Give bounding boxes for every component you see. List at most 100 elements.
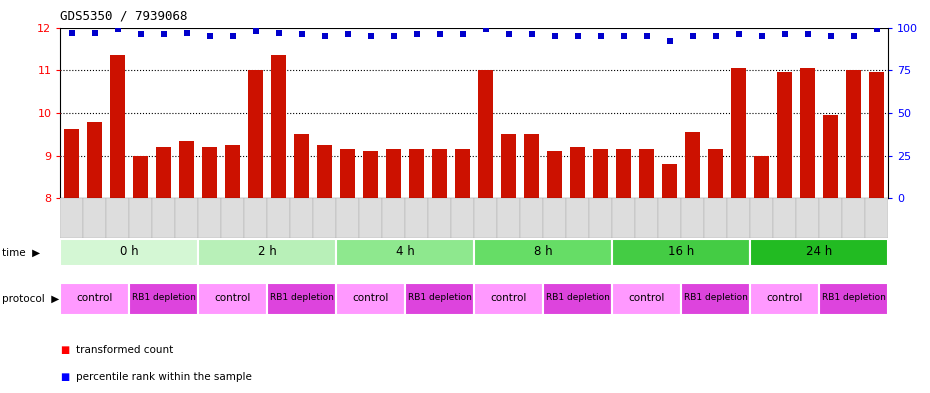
Bar xyxy=(111,55,126,198)
Point xyxy=(317,33,332,39)
Text: time  ▶: time ▶ xyxy=(2,248,40,258)
Point xyxy=(179,29,194,36)
Bar xyxy=(60,239,198,266)
Point xyxy=(64,29,79,36)
Bar xyxy=(685,132,700,198)
Text: transformed count: transformed count xyxy=(76,345,174,355)
Bar xyxy=(225,145,240,198)
Bar xyxy=(451,198,474,238)
Bar xyxy=(432,149,447,198)
Point xyxy=(203,33,218,39)
Point xyxy=(662,38,677,44)
Bar xyxy=(179,141,194,198)
Bar xyxy=(359,198,382,238)
Bar xyxy=(474,198,498,238)
Bar xyxy=(498,198,520,238)
Text: RB1 depletion: RB1 depletion xyxy=(684,294,748,303)
Bar xyxy=(474,239,612,266)
Bar xyxy=(133,156,149,198)
Bar xyxy=(617,149,631,198)
Bar xyxy=(382,198,405,238)
Bar xyxy=(823,115,838,198)
Bar xyxy=(731,68,746,198)
Bar xyxy=(429,198,451,238)
Bar xyxy=(612,283,681,314)
Point xyxy=(456,31,471,37)
Bar xyxy=(590,198,612,238)
Bar xyxy=(751,239,888,266)
Text: control: control xyxy=(766,293,803,303)
Bar xyxy=(570,147,585,198)
Point xyxy=(295,31,310,37)
Text: GDS5350 / 7939068: GDS5350 / 7939068 xyxy=(60,10,188,23)
Point xyxy=(777,31,792,37)
Bar xyxy=(819,283,888,314)
Text: percentile rank within the sample: percentile rank within the sample xyxy=(76,372,252,382)
Text: 4 h: 4 h xyxy=(396,245,415,259)
Bar xyxy=(405,283,474,314)
Bar xyxy=(106,198,129,238)
Bar xyxy=(796,198,819,238)
Bar xyxy=(501,134,516,198)
Bar xyxy=(84,198,106,238)
Text: control: control xyxy=(215,293,251,303)
Point xyxy=(225,33,240,39)
Point xyxy=(156,31,171,37)
Text: 16 h: 16 h xyxy=(668,245,695,259)
Point xyxy=(87,29,102,36)
Bar xyxy=(156,147,171,198)
Point xyxy=(685,33,700,39)
Bar xyxy=(386,149,402,198)
Bar xyxy=(198,283,267,314)
Bar xyxy=(865,198,888,238)
Point xyxy=(754,33,769,39)
Bar xyxy=(60,283,129,314)
Point xyxy=(134,31,149,37)
Point xyxy=(386,33,401,39)
Point xyxy=(800,31,815,37)
Point xyxy=(248,28,263,34)
Point xyxy=(548,33,563,39)
Bar xyxy=(409,149,424,198)
Bar xyxy=(337,239,474,266)
Text: RB1 depletion: RB1 depletion xyxy=(270,294,334,303)
Bar xyxy=(612,239,751,266)
Bar xyxy=(64,129,79,198)
Bar xyxy=(267,198,290,238)
Bar xyxy=(474,283,543,314)
Bar xyxy=(843,198,865,238)
Bar xyxy=(566,198,590,238)
Bar xyxy=(662,164,677,198)
Point xyxy=(364,33,379,39)
Bar xyxy=(245,198,267,238)
Point xyxy=(731,31,746,37)
Bar xyxy=(456,149,471,198)
Bar xyxy=(290,198,313,238)
Bar xyxy=(658,198,681,238)
Bar xyxy=(317,145,332,198)
Bar xyxy=(203,147,218,198)
Text: 2 h: 2 h xyxy=(258,245,277,259)
Text: 0 h: 0 h xyxy=(120,245,139,259)
Point xyxy=(432,31,447,37)
Point xyxy=(525,31,539,37)
Bar xyxy=(593,149,608,198)
Bar xyxy=(612,198,635,238)
Bar xyxy=(87,122,102,198)
Text: 8 h: 8 h xyxy=(534,245,552,259)
Text: protocol  ▶: protocol ▶ xyxy=(2,294,60,304)
Bar xyxy=(478,70,493,198)
Text: RB1 depletion: RB1 depletion xyxy=(132,294,196,303)
Point xyxy=(823,33,838,39)
Bar xyxy=(198,198,221,238)
Bar xyxy=(337,283,405,314)
Bar xyxy=(129,198,153,238)
Bar xyxy=(639,149,654,198)
Point xyxy=(846,33,861,39)
Text: RB1 depletion: RB1 depletion xyxy=(408,294,472,303)
Text: 24 h: 24 h xyxy=(806,245,832,259)
Bar xyxy=(704,198,727,238)
Bar xyxy=(313,198,337,238)
Bar xyxy=(405,198,429,238)
Point xyxy=(111,26,126,32)
